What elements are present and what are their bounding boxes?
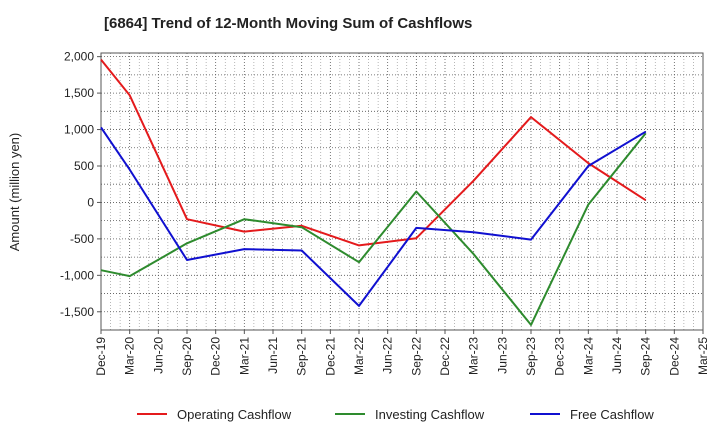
- x-tick-label: Jun-21: [266, 337, 280, 374]
- ticks-layer: 2,000 1,500 1,000 500 0 -500 -1,000 -1,500 Dec-1…: [60, 50, 710, 376]
- x-tick-label: Sep-23: [524, 337, 538, 376]
- grid-layer: [100, 53, 704, 330]
- x-tick-label: Sep-24: [639, 337, 653, 376]
- y-tick-label: 1,500: [64, 86, 94, 100]
- x-tick-label: Jun-20: [151, 337, 165, 374]
- x-tick-label: Dec-19: [94, 337, 108, 376]
- x-tick-label: Mar-25: [696, 337, 710, 375]
- operating-cashflow-legend-label: Operating Cashflow: [177, 407, 292, 422]
- x-tick-label: Jun-24: [610, 337, 624, 374]
- x-tick-label: Sep-22: [409, 337, 423, 376]
- plot-frame: [100, 52, 704, 331]
- x-tick-label: Sep-21: [295, 337, 309, 376]
- y-tick-label: -1,000: [60, 268, 94, 282]
- x-tick-label: Dec-24: [667, 337, 681, 376]
- x-tick-label: Jun-23: [495, 337, 509, 374]
- x-tick-label: Sep-20: [180, 337, 194, 376]
- x-tick-label: Mar-22: [352, 337, 366, 375]
- x-tick-label: Mar-21: [237, 337, 251, 375]
- legend: Operating Cashflow Investing Cashflow Free…: [137, 407, 654, 422]
- free-cashflow-line: [100, 126, 647, 307]
- y-tick-label: -1,500: [60, 305, 94, 319]
- x-tick-label: Dec-21: [323, 337, 337, 376]
- plot-area: [101, 53, 703, 330]
- free-cashflow-legend-label: Free Cashflow: [570, 407, 654, 422]
- x-tick-label: Mar-20: [123, 337, 137, 375]
- x-tick-label: Dec-20: [209, 337, 223, 376]
- y-tick-label: 500: [74, 159, 94, 173]
- series-layer: [100, 58, 647, 326]
- chart-title: [6864] Trend of 12-Month Moving Sum of C…: [104, 15, 473, 32]
- y-tick-label: 2,000: [64, 50, 94, 64]
- operating-cashflow-line: [100, 58, 647, 247]
- y-tick-label: 1,000: [64, 123, 94, 137]
- investing-cashflow-legend-label: Investing Cashflow: [375, 407, 485, 422]
- y-tick-label: -500: [70, 232, 94, 246]
- x-tick-label: Jun-22: [381, 337, 395, 374]
- x-tick-label: Dec-22: [438, 337, 452, 376]
- axes-layer: [100, 52, 704, 331]
- y-axis-label: Amount (million yen): [7, 133, 22, 252]
- y-tick-label: 0: [87, 195, 94, 209]
- investing-cashflow-line: [100, 132, 647, 326]
- x-tick-label: Mar-24: [581, 337, 595, 375]
- x-tick-label: Mar-23: [467, 337, 481, 375]
- x-tick-label: Dec-23: [553, 337, 567, 376]
